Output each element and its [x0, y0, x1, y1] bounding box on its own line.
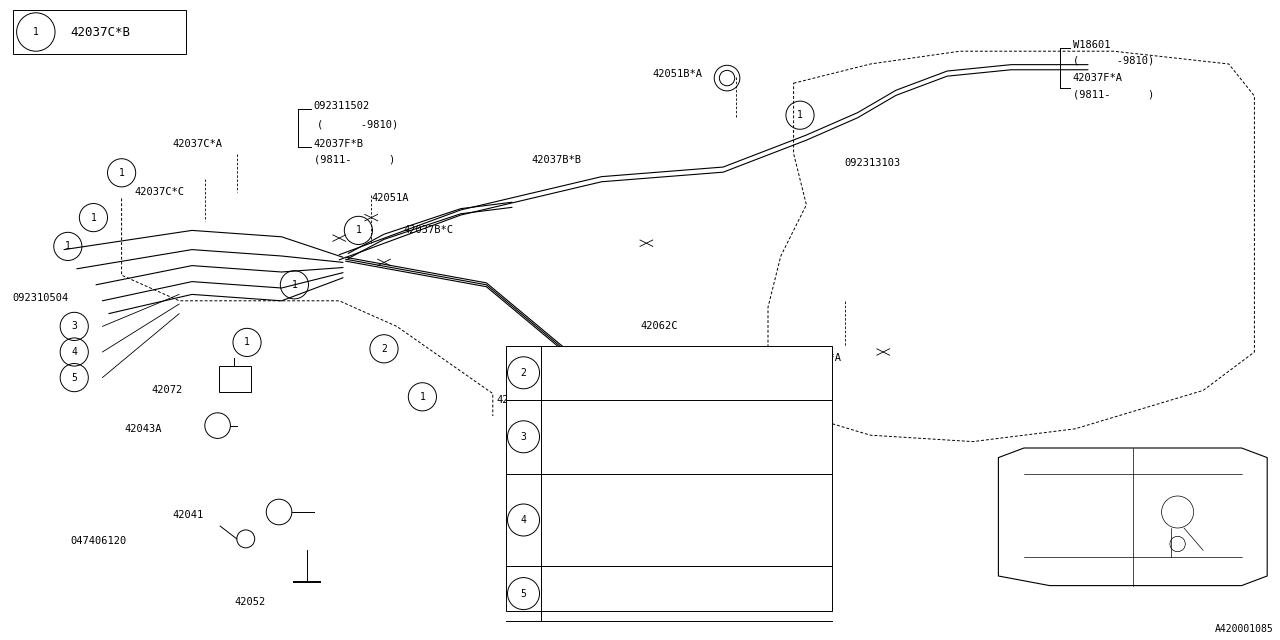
- Text: 1: 1: [797, 110, 803, 120]
- Text: 42062B: 42062B: [614, 363, 652, 373]
- Text: W18601: W18601: [1073, 40, 1110, 50]
- Text: 1: 1: [33, 27, 38, 37]
- Text: 1: 1: [119, 168, 124, 178]
- Text: 42075*A        (9807-      ): 42075*A (9807- ): [548, 454, 699, 463]
- Text: 2: 2: [521, 368, 526, 378]
- Text: 42072: 42072: [151, 385, 182, 396]
- Text: 42052: 42052: [234, 596, 265, 607]
- Text: 42037C*C: 42037C*C: [134, 187, 184, 197]
- Text: 42037B*A: 42037B*A: [791, 353, 841, 364]
- Bar: [219, 366, 251, 392]
- Text: (9811-      ): (9811- ): [1073, 89, 1153, 99]
- Text: 42062A: 42062A: [497, 395, 534, 405]
- Text: 5: 5: [521, 589, 526, 598]
- Text: 092313103: 092313103: [845, 158, 901, 168]
- Text: 047406120: 047406120: [70, 536, 127, 546]
- Text: 0951BG220 (9706-9804): 0951BG220 (9706-9804): [548, 504, 660, 513]
- Text: 1: 1: [420, 392, 425, 402]
- Text: (      -9810): ( -9810): [317, 120, 398, 130]
- Bar: [506, 346, 832, 611]
- Text: 42051A: 42051A: [371, 193, 408, 204]
- Text: 5: 5: [72, 372, 77, 383]
- Text: 42051B*A: 42051B*A: [653, 68, 703, 79]
- Text: 092311502: 092311502: [314, 100, 370, 111]
- Text: 42037B*B: 42037B*B: [531, 155, 581, 165]
- Text: 3: 3: [521, 432, 526, 442]
- Text: 42075A        (9706-      ): 42075A (9706- ): [548, 600, 692, 609]
- Text: 0951BG425 (9706-9806): 0951BG425 (9706-9806): [548, 431, 660, 440]
- Text: 1: 1: [65, 241, 70, 252]
- Text: 4: 4: [521, 515, 526, 525]
- Text: 0951BG200 (9706-      ): 0951BG200 (9706- ): [548, 379, 672, 388]
- Text: 42075*A        (       -9705): 42075*A ( -9705): [548, 409, 704, 418]
- Text: A420001085: A420001085: [1215, 623, 1274, 634]
- Text: 3: 3: [72, 321, 77, 332]
- Text: 42037F*B: 42037F*B: [314, 139, 364, 149]
- Text: 1: 1: [292, 280, 297, 290]
- Text: 2: 2: [381, 344, 387, 354]
- Text: 09516G200 (       -9705): 09516G200 ( -9705): [548, 355, 677, 364]
- Text: 42037C*A: 42037C*A: [173, 139, 223, 149]
- Text: 1: 1: [356, 225, 361, 236]
- Text: 09516G220 (       -9705): 09516G220 ( -9705): [548, 482, 677, 491]
- Text: 42062C: 42062C: [640, 321, 677, 332]
- Text: 42075C        (9706-      ): 42075C (9706- ): [548, 547, 692, 556]
- Text: 42041: 42041: [173, 510, 204, 520]
- Bar: [13, 10, 186, 54]
- Text: 42043A: 42043A: [124, 424, 161, 434]
- Text: 4: 4: [72, 347, 77, 357]
- Text: (9811-      ): (9811- ): [314, 155, 394, 165]
- Text: 42037F*A: 42037F*A: [1073, 73, 1123, 83]
- Text: 42037C*B: 42037C*B: [70, 26, 131, 38]
- Text: 092310504: 092310504: [13, 292, 69, 303]
- Text: 42075C        (9805-9806): 42075C (9805-9806): [548, 525, 682, 534]
- Text: (      -9810): ( -9810): [1073, 56, 1153, 66]
- Text: 1: 1: [244, 337, 250, 348]
- Text: 42037B*C: 42037B*C: [403, 225, 453, 236]
- Text: 1: 1: [91, 212, 96, 223]
- Text: 09516G420 (       -9705): 09516G420 ( -9705): [548, 576, 677, 585]
